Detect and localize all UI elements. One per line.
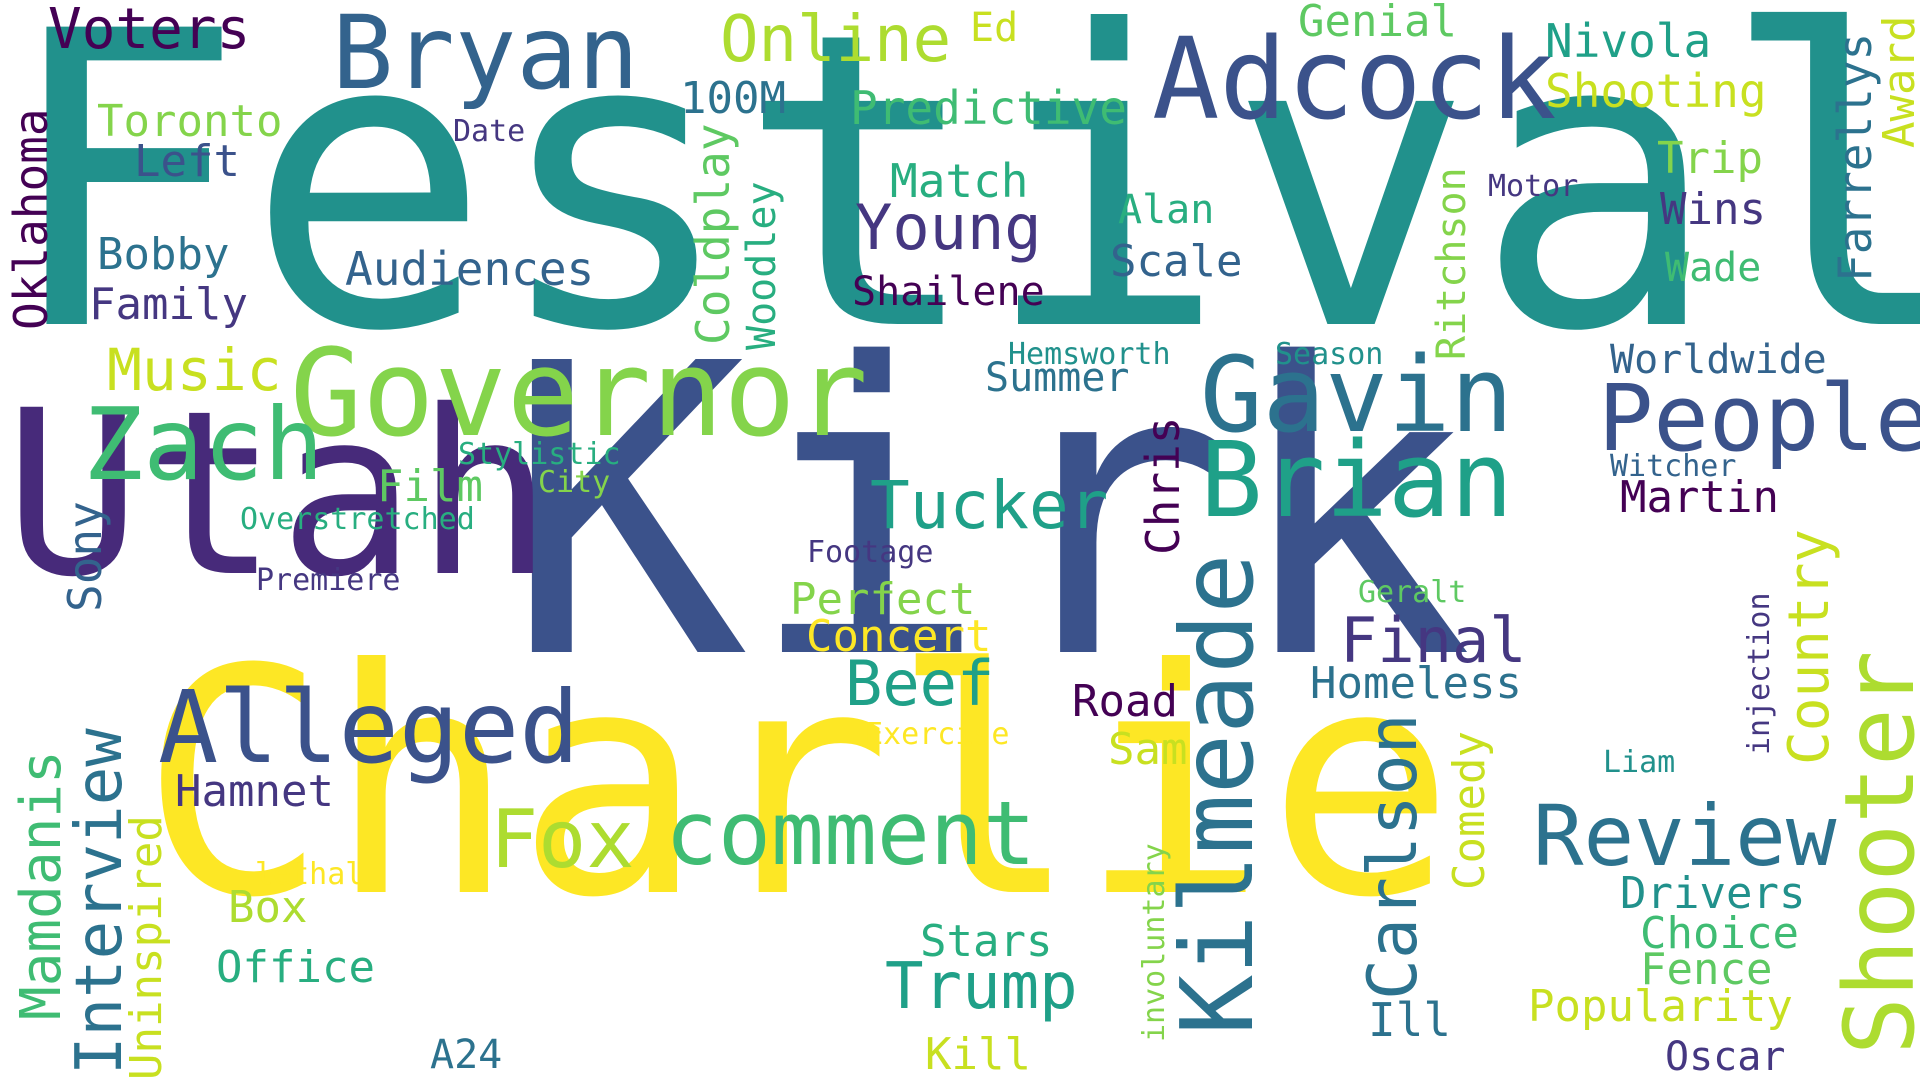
word-family: Family: [89, 279, 248, 330]
word-chris: Chris: [1136, 416, 1190, 555]
word-charlie: Charlie: [140, 602, 1455, 966]
word-award: Award: [1874, 15, 1920, 148]
word-nivola: Nivola: [1545, 14, 1712, 68]
word-young: Young: [855, 191, 1042, 264]
word-zach: Zach: [83, 386, 324, 503]
word-trump: Trump: [885, 950, 1078, 1024]
word-popularity: Popularity: [1528, 981, 1793, 1032]
word-stylistic: Stylistic: [458, 437, 621, 472]
word-final: Final: [1340, 604, 1527, 677]
word-lethal: lethal: [255, 857, 364, 892]
word-box: Box: [228, 882, 308, 933]
word-film: Film: [377, 461, 483, 512]
word-scale: Scale: [1110, 236, 1243, 287]
word-sony: Sony: [58, 501, 112, 612]
word-oscar: Oscar: [1665, 1034, 1786, 1080]
word-hamnet: Hamnet: [175, 766, 334, 817]
word-exercise: Exercise: [865, 717, 1010, 752]
word-wade: Wade: [1665, 245, 1762, 291]
word-geralt: Geralt: [1358, 575, 1467, 610]
word-left: Left: [134, 136, 240, 187]
word-fox: Fox: [490, 793, 635, 886]
word-worldwide: Worldwide: [1610, 337, 1827, 383]
word-bobby: Bobby: [97, 229, 230, 280]
word-kilmeade: Kilmeade: [1159, 553, 1276, 1035]
word-sam: Sam: [1108, 724, 1188, 775]
word-oklahoma: Oklahoma: [4, 108, 58, 330]
word-alleged: Alleged: [158, 669, 580, 786]
word-involuntary: involuntary: [1137, 843, 1172, 1042]
word-motor: Motor: [1488, 169, 1579, 204]
word-adcock: Adcock: [1152, 15, 1557, 145]
word-brian: Brian: [1200, 419, 1514, 541]
word-premiere: Premiere: [256, 563, 401, 598]
word-fence: Fence: [1640, 944, 1773, 995]
word-ritchson: Ritchson: [1429, 167, 1475, 360]
word-shooter: Shooter: [1824, 650, 1920, 1055]
word-coldplay: Coldplay: [686, 123, 740, 345]
word-toronto: Toronto: [97, 96, 283, 147]
word-office: Office: [216, 942, 375, 993]
word-comment: comment: [665, 782, 1036, 885]
word-gavin: Gavin: [1200, 334, 1514, 456]
word-people: People: [1598, 365, 1920, 472]
word-kirk: Kirk: [505, 279, 1474, 747]
word-martin: Martin: [1620, 472, 1779, 523]
word-homeless: Homeless: [1310, 658, 1522, 709]
word-wins: Wins: [1660, 184, 1766, 235]
word-uninspired: Uninspired: [121, 815, 172, 1080]
word-injection: injection: [1742, 592, 1777, 755]
word-overstretched: Overstretched: [240, 502, 475, 537]
word-witcher: Witcher: [1610, 449, 1737, 484]
word-mamdanis: Mamdanis: [9, 750, 74, 1020]
word-governor: Governor: [290, 325, 868, 464]
word-perfect: Perfect: [790, 574, 976, 625]
word-bryan: Bryan: [332, 0, 640, 113]
word-tucker: Tucker: [870, 467, 1109, 544]
word-choice: Choice: [1640, 908, 1799, 959]
word-voters: Voters: [48, 0, 251, 62]
word-beef: Beef: [845, 647, 995, 720]
word-country: Country: [1777, 528, 1842, 765]
word-season: Season: [1275, 337, 1384, 372]
word-woodley: Woodley: [739, 181, 785, 350]
word-road: Road: [1072, 676, 1178, 727]
word-kill: Kill: [925, 1029, 1031, 1080]
word-review: Review: [1533, 787, 1837, 885]
word-predictive: Predictive: [850, 81, 1127, 135]
word-comedy: Comedy: [1444, 731, 1495, 890]
word-music: Music: [107, 336, 282, 404]
word-alan: Alan: [1118, 187, 1215, 233]
word-hemsworth: Hemsworth: [1008, 337, 1171, 372]
word-shooting: Shooting: [1545, 64, 1767, 118]
word-drivers: Drivers: [1620, 868, 1806, 919]
word-stars: Stars: [920, 916, 1053, 967]
word-a24: A24: [430, 1032, 503, 1078]
word-liam: Liam: [1603, 745, 1676, 780]
word-farrellys: Farrellys: [1828, 32, 1882, 282]
word-genial: Genial: [1298, 0, 1457, 47]
word-ed: Ed: [970, 5, 1019, 51]
word-city: City: [538, 465, 611, 500]
word-trip: Trip: [1657, 133, 1763, 184]
word-carlson: Carlson: [1354, 713, 1433, 1000]
word-audiences: Audiences: [345, 242, 595, 296]
word-online: Online: [720, 3, 952, 77]
word-date: Date: [453, 114, 526, 149]
word-concert: Concert: [806, 611, 992, 662]
word-footage: Footage: [807, 535, 934, 570]
word-festival: Festival: [0, 0, 1920, 421]
word-match: Match: [890, 154, 1029, 208]
word-utah: Utah: [4, 361, 554, 627]
word-hundred-m: 100M: [680, 73, 786, 124]
word-ill: Ill: [1368, 993, 1452, 1047]
word-summer: Summer: [985, 355, 1130, 401]
word-shailene: Shailene: [852, 269, 1045, 315]
